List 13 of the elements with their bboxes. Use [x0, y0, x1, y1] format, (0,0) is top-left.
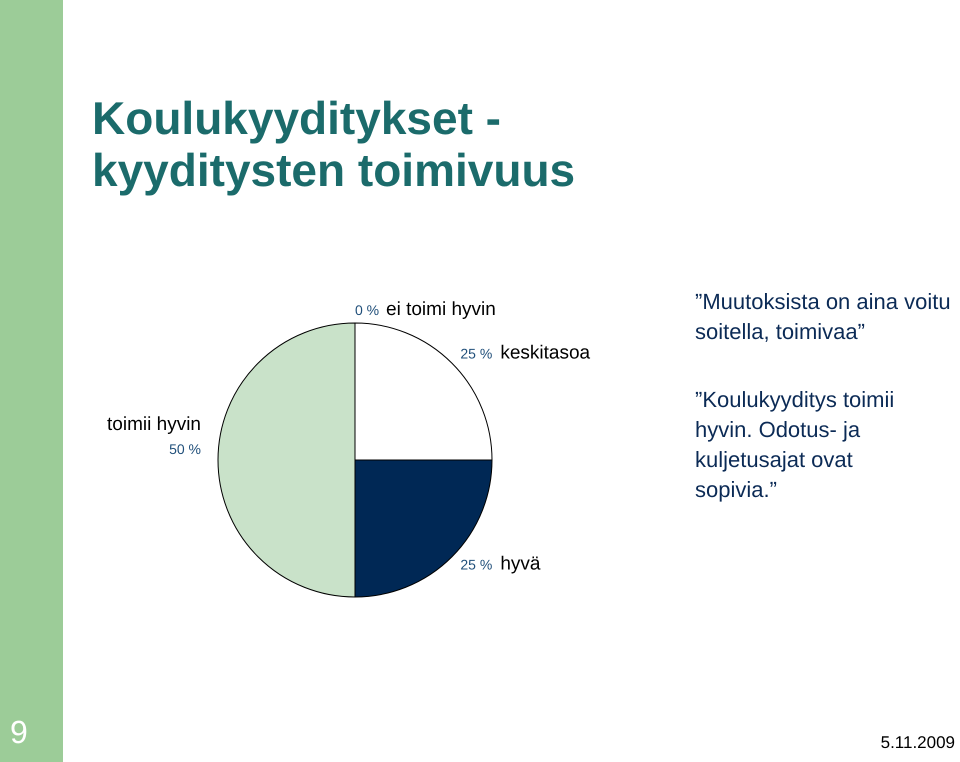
text: 0 % — [355, 302, 380, 318]
slice-label: keskitasoa — [500, 342, 591, 364]
text: 5.11.2009 — [880, 733, 955, 752]
category-label: ei toimi hyvin — [386, 299, 496, 320]
data-label: 25 % — [460, 556, 492, 572]
data-label: 25 % — [460, 346, 492, 362]
slice-label: hyvä — [500, 553, 541, 574]
data-label: 50 % — [169, 441, 201, 457]
chart-title: Koulukyyditykset - kyyditysten toimivuus — [92, 92, 576, 196]
text: ”Muutoksista on aina voitu soitella, toimivaa” — [695, 289, 951, 344]
slice-label: toimii hyvin — [107, 414, 201, 435]
text: ”Koulukyyditys toimii hyvin. Odotus- ja kuljetusajat ovat sopivia.” — [695, 387, 894, 502]
text: 9 — [10, 714, 28, 750]
